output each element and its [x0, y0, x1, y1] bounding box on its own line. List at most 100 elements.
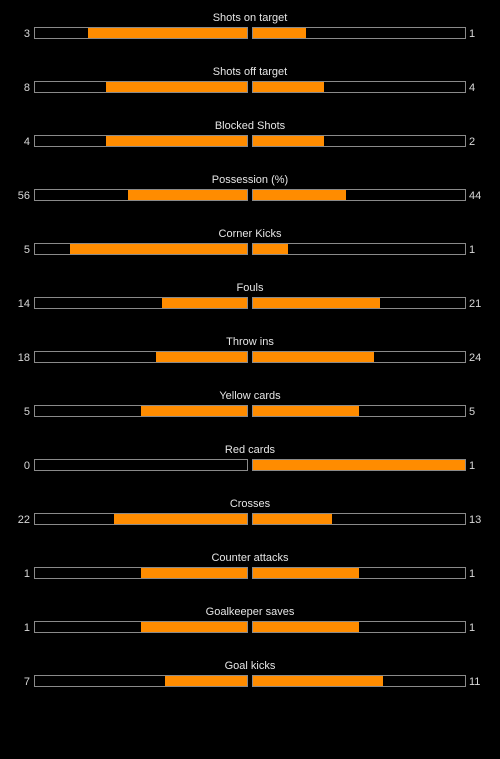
away-bar-fill: [253, 82, 324, 92]
stat-row: Shots on target 3 1: [0, 11, 500, 65]
home-value: 5: [23, 406, 30, 418]
home-bar-track: [34, 351, 248, 363]
stat-row: Throw ins 18 24: [0, 335, 500, 389]
home-bar-track: [34, 243, 248, 255]
home-bar-track: [34, 621, 248, 633]
home-bar-track: [34, 135, 248, 147]
stat-row: Goalkeeper saves 1 1: [0, 605, 500, 659]
away-bar-fill: [253, 676, 383, 686]
home-value: 56: [17, 190, 30, 202]
away-bar-fill: [253, 244, 289, 254]
away-value: 1: [469, 28, 476, 40]
stat-row: Crosses 22 13: [0, 497, 500, 551]
stat-row: Blocked Shots 4 2: [0, 119, 500, 173]
home-value: 22: [17, 514, 30, 526]
away-value: 24: [469, 352, 482, 364]
away-value: 13: [469, 514, 482, 526]
home-value: 1: [23, 622, 30, 634]
away-bar-track: [252, 675, 466, 687]
away-bar-fill: [253, 514, 332, 524]
stat-label: Goalkeeper saves: [205, 606, 295, 618]
home-bar-track: [34, 513, 248, 525]
away-bar-track: [252, 351, 466, 363]
away-bar-fill: [253, 190, 347, 200]
away-bar-track: [252, 81, 466, 93]
stat-label: Goal kicks: [224, 660, 276, 672]
away-value: 1: [469, 244, 476, 256]
away-bar-track: [252, 621, 466, 633]
stat-label: Counter attacks: [211, 552, 289, 564]
away-bar-track: [252, 297, 466, 309]
home-bar-track: [34, 81, 248, 93]
away-bar-fill: [253, 460, 465, 470]
stat-row: Shots off target 8 4: [0, 65, 500, 119]
away-bar-fill: [253, 622, 359, 632]
match-stats-list: Shots on target 3 1 Shots off target 8 4 Block…: [0, 11, 500, 713]
away-value: 21: [469, 298, 482, 310]
home-bar-fill: [113, 514, 247, 524]
away-value: 4: [469, 82, 476, 94]
stat-label: Crosses: [229, 498, 271, 510]
home-value: 1: [23, 568, 30, 580]
home-bar-track: [34, 675, 248, 687]
away-bar-fill: [253, 406, 359, 416]
away-value: 5: [469, 406, 476, 418]
stat-label: Yellow cards: [219, 390, 281, 402]
home-value: 8: [23, 82, 30, 94]
home-bar-fill: [128, 190, 247, 200]
home-bar-track: [34, 189, 248, 201]
home-value: 0: [23, 460, 30, 472]
home-bar-fill: [141, 622, 247, 632]
away-bar-track: [252, 243, 466, 255]
home-bar-fill: [156, 352, 247, 362]
stat-label: Possession (%): [211, 174, 289, 186]
home-bar-fill: [162, 298, 247, 308]
home-value: 4: [23, 136, 30, 148]
away-value: 11: [469, 676, 481, 688]
home-value: 5: [23, 244, 30, 256]
home-bar-fill: [141, 568, 247, 578]
home-bar-fill: [88, 28, 247, 38]
away-value: 2: [469, 136, 476, 148]
stat-label: Fouls: [236, 282, 264, 294]
away-bar-fill: [253, 136, 324, 146]
away-bar-fill: [253, 352, 375, 362]
stat-row: Possession (%) 56 44: [0, 173, 500, 227]
stat-row: Yellow cards 5 5: [0, 389, 500, 443]
home-value: 18: [17, 352, 30, 364]
home-bar-fill: [164, 676, 247, 686]
away-bar-track: [252, 513, 466, 525]
away-bar-fill: [253, 28, 306, 38]
home-value: 3: [23, 28, 30, 40]
away-bar-track: [252, 459, 466, 471]
home-bar-fill: [70, 244, 247, 254]
home-bar-track: [34, 459, 248, 471]
stat-row: Fouls 14 21: [0, 281, 500, 335]
stat-row: Goal kicks 7 11: [0, 659, 500, 713]
home-bar-fill: [141, 406, 247, 416]
home-value: 7: [23, 676, 30, 688]
away-value: 1: [469, 460, 476, 472]
stat-label: Shots off target: [212, 66, 288, 78]
away-value: 1: [469, 568, 476, 580]
home-bar-fill: [105, 82, 247, 92]
away-bar-track: [252, 135, 466, 147]
home-bar-fill: [105, 136, 247, 146]
away-bar-track: [252, 567, 466, 579]
stat-label: Red cards: [224, 444, 276, 456]
away-bar-fill: [253, 298, 381, 308]
away-bar-track: [252, 405, 466, 417]
home-bar-track: [34, 27, 248, 39]
home-bar-track: [34, 297, 248, 309]
stat-row: Counter attacks 1 1: [0, 551, 500, 605]
home-bar-track: [34, 567, 248, 579]
stat-label: Blocked Shots: [214, 120, 286, 132]
away-value: 1: [469, 622, 476, 634]
home-value: 14: [17, 298, 30, 310]
away-bar-track: [252, 27, 466, 39]
stat-label: Corner Kicks: [218, 228, 282, 240]
stat-row: Corner Kicks 5 1: [0, 227, 500, 281]
home-bar-track: [34, 405, 248, 417]
stat-label: Shots on target: [212, 12, 288, 24]
stat-label: Throw ins: [226, 336, 274, 348]
